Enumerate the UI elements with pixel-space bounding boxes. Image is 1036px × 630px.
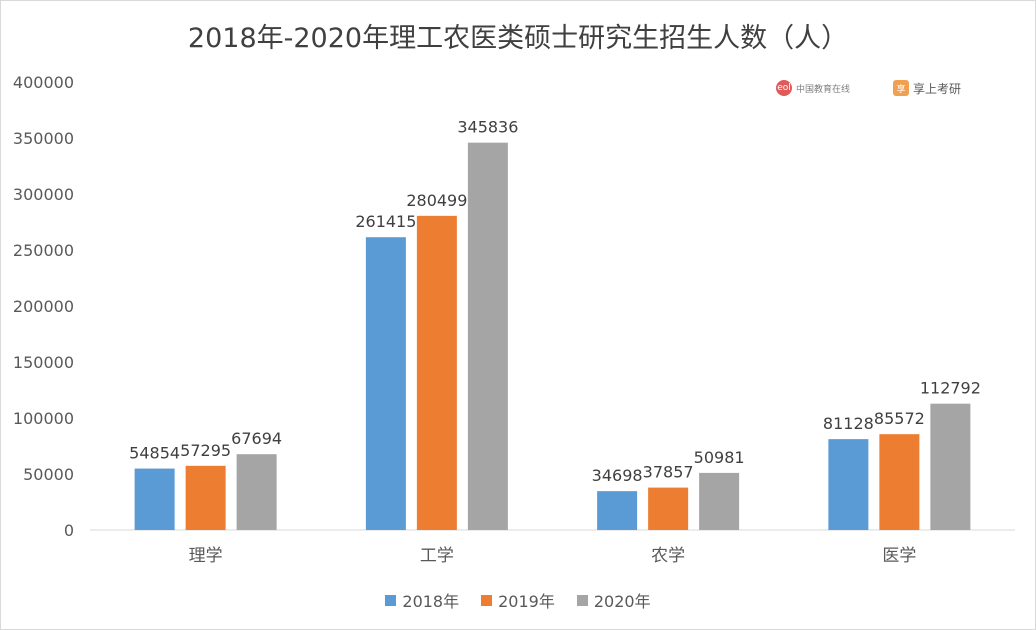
bar — [879, 434, 920, 530]
data-label: 57295 — [180, 441, 231, 460]
category-label: 农学 — [651, 546, 685, 566]
bar — [467, 142, 508, 530]
y-tick-label: 200000 — [13, 297, 74, 316]
y-tick-label: 150000 — [13, 353, 74, 372]
category-label: 理学 — [189, 546, 223, 566]
y-tick-label: 50000 — [23, 465, 74, 484]
legend-label: 2018年 — [402, 592, 460, 611]
legend-item: 2019年 — [481, 588, 555, 612]
bar — [134, 468, 175, 530]
bar — [699, 472, 740, 530]
data-label: 67694 — [231, 429, 282, 448]
watermark-eol: eol 中国教育在线 — [776, 78, 850, 98]
bar — [236, 454, 277, 530]
data-label: 280499 — [406, 191, 467, 210]
data-label: 112792 — [920, 379, 981, 398]
y-tick-label: 300000 — [13, 185, 74, 204]
data-label: 37857 — [643, 463, 694, 482]
bar — [365, 237, 406, 530]
legend-label: 2020年 — [593, 592, 651, 611]
data-label: 54854 — [129, 444, 180, 463]
data-label: 81128 — [823, 414, 874, 433]
legend-swatch-icon — [481, 594, 493, 606]
bars-group — [134, 142, 971, 530]
watermark-xiangshang: 享 享上考研 — [893, 78, 961, 98]
category-label: 工学 — [420, 546, 454, 566]
bar — [930, 403, 971, 530]
legend-item: 2018年 — [385, 588, 459, 612]
xiangshang-logo-icon: 享 — [893, 80, 909, 96]
y-tick-label: 400000 — [13, 73, 74, 92]
y-tick-label: 100000 — [13, 409, 74, 428]
bar — [828, 439, 869, 530]
y-tick-label: 350000 — [13, 129, 74, 148]
data-label: 85572 — [874, 409, 925, 428]
legend-item: 2020年 — [576, 588, 651, 612]
data-label: 50981 — [694, 448, 745, 467]
legend-swatch-icon — [385, 594, 397, 606]
data-label: 34698 — [592, 466, 643, 485]
legend-swatch-icon — [576, 594, 588, 606]
bar — [416, 215, 457, 530]
category-labels-group: 理学 工学 农学 医学 — [189, 546, 917, 566]
legend-label: 2019年 — [498, 592, 555, 611]
category-label: 医学 — [882, 546, 916, 566]
y-axis: 0 50000 100000 150000 200000 250000 300000 3500… — [13, 73, 74, 540]
eol-logo-icon: eol — [776, 80, 792, 96]
watermark-eol-text: 中国教育在线 — [796, 84, 851, 95]
legend: 2018年 2019年 2020年 — [0, 588, 1036, 612]
watermark-xiangshang-text: 享上考研 — [913, 81, 962, 96]
y-tick-label: 0 — [64, 521, 74, 540]
chart-title: 2018年-2020年理工农医类硕士研究生招生人数（人） — [187, 23, 849, 54]
bar — [648, 487, 689, 530]
y-tick-label: 250000 — [13, 241, 74, 260]
bar — [597, 491, 638, 530]
data-label: 345836 — [457, 118, 518, 137]
bar — [185, 465, 226, 530]
data-label: 261415 — [355, 212, 416, 231]
